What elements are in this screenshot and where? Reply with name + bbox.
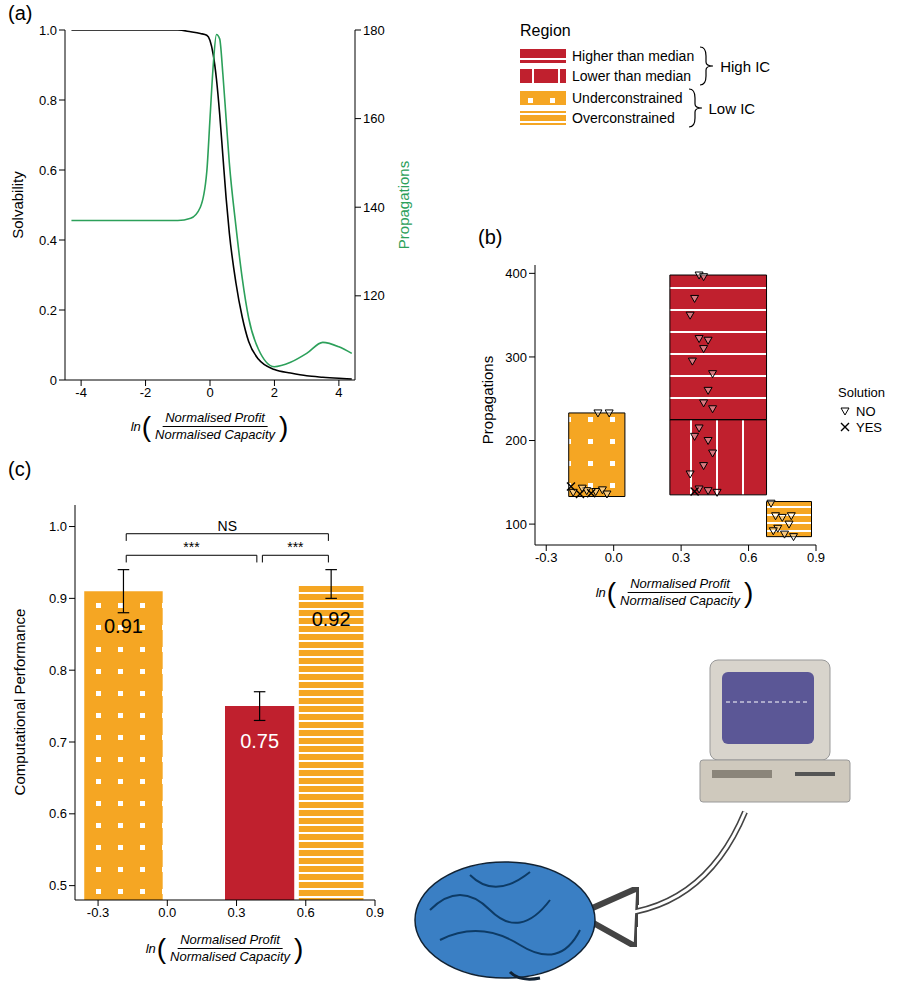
svg-text:180: 180 — [363, 23, 385, 38]
svg-text:0.8: 0.8 — [39, 93, 57, 108]
html-text:Normalised Capacity): Normalised Capacity) — [620, 576, 754, 609]
svg-text:***: *** — [287, 539, 304, 555]
svg-text:0.7: 0.7 — [49, 735, 67, 750]
svg-text:-0.3: -0.3 — [87, 905, 109, 920]
html-text:YES: YES — [856, 419, 882, 435]
svg-text:0.75: 0.75 — [240, 730, 279, 752]
svg-text:0.9: 0.9 — [366, 905, 384, 920]
svg-text:1.0: 1.0 — [39, 23, 57, 38]
html-text:Region: Region — [520, 22, 571, 39]
html-text:Underconstrained: Underconstrained — [572, 90, 683, 106]
svg-text:1.0: 1.0 — [49, 519, 67, 534]
html-text:Overconstrained: Overconstrained — [572, 110, 675, 126]
svg-text:0.0: 0.0 — [605, 550, 623, 565]
svg-text:0: 0 — [50, 373, 57, 388]
html-text:NO: NO — [856, 403, 876, 419]
svg-text:100: 100 — [505, 517, 527, 532]
html-text:Normalised Capacity): Normalised Capacity) — [170, 932, 304, 965]
svg-text:0: 0 — [206, 385, 213, 400]
svg-text:0.6: 0.6 — [740, 550, 758, 565]
html-text:ln(: ln( — [145, 932, 167, 964]
html-text:Propagations: Propagations — [478, 355, 496, 445]
html-text:(c): (c) — [8, 458, 32, 480]
html-text:Lower than median: Lower than median — [572, 68, 692, 84]
html-text:Normalised Capacity): Normalised Capacity) — [155, 410, 289, 443]
svg-text:0.6: 0.6 — [39, 163, 57, 178]
svg-text:2: 2 — [271, 385, 278, 400]
svg-text:NS: NS — [218, 518, 237, 534]
html-text:Normalised Profit: Normalised Profit — [180, 932, 280, 947]
html-text:Solvability: Solvability — [8, 171, 26, 239]
svg-text:-0.3: -0.3 — [535, 550, 557, 565]
svg-text:300: 300 — [505, 350, 527, 365]
html-text:ln(: ln( — [130, 410, 152, 442]
svg-text:0.3: 0.3 — [227, 905, 245, 920]
svg-text:200: 200 — [505, 433, 527, 448]
svg-text:160: 160 — [363, 111, 385, 126]
html-text:(a): (a) — [8, 2, 33, 24]
html-text:Low IC: Low IC — [708, 99, 756, 117]
svg-text:4: 4 — [335, 385, 342, 400]
svg-text:0.8: 0.8 — [49, 663, 67, 678]
svg-text:0.9: 0.9 — [49, 591, 67, 606]
html-text:Solution: Solution — [838, 385, 885, 400]
svg-text:0.3: 0.3 — [672, 550, 690, 565]
html-text:Computational Performance: Computational Performance — [10, 608, 28, 796]
html-text:Higher than median: Higher than median — [572, 48, 695, 64]
html-text:(b): (b) — [478, 226, 503, 248]
svg-text:120: 120 — [363, 288, 385, 303]
svg-text:400: 400 — [505, 266, 527, 281]
svg-text:0.6: 0.6 — [49, 806, 67, 821]
svg-text:***: *** — [183, 539, 200, 555]
svg-text:0.91: 0.91 — [104, 615, 143, 637]
svg-text:0.4: 0.4 — [39, 233, 57, 248]
svg-text:0.5: 0.5 — [49, 878, 67, 893]
svg-text:0.6: 0.6 — [297, 905, 315, 920]
html-text:ln(: ln( — [595, 576, 617, 608]
svg-text:140: 140 — [363, 200, 385, 215]
svg-text:-4: -4 — [75, 385, 87, 400]
html-text:Normalised Profit: Normalised Profit — [165, 410, 265, 425]
svg-text:0.92: 0.92 — [312, 608, 351, 630]
svg-text:0.9: 0.9 — [807, 550, 825, 565]
html-text:Normalised Profit: Normalised Profit — [630, 576, 730, 591]
svg-text:0.0: 0.0 — [158, 905, 176, 920]
html-text:Propagations: Propagations — [394, 160, 412, 250]
html-text:High IC: High IC — [720, 57, 771, 75]
svg-text:-2: -2 — [140, 385, 152, 400]
svg-text:0.2: 0.2 — [39, 303, 57, 318]
